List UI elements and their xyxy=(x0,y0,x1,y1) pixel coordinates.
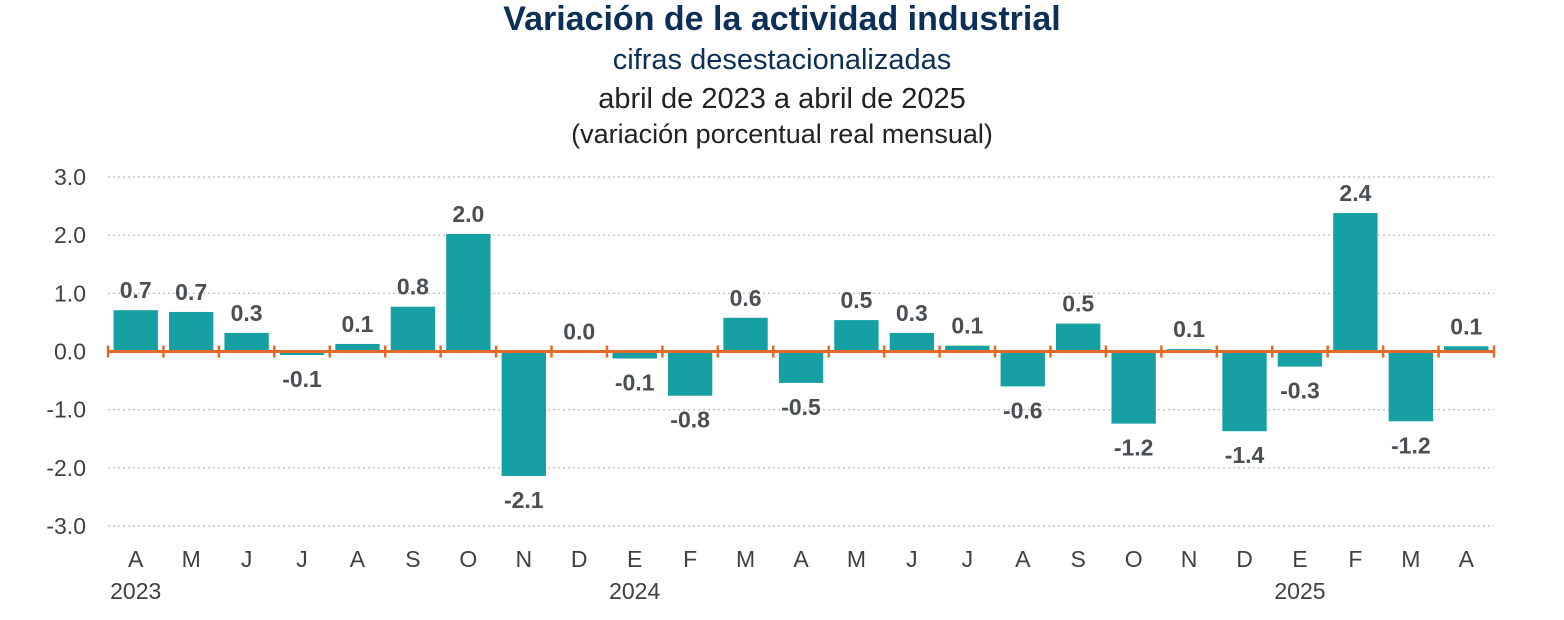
bar xyxy=(667,351,713,396)
bar xyxy=(1277,351,1323,367)
x-tick-label: J xyxy=(296,546,308,572)
x-tick-label: O xyxy=(459,546,477,572)
x-tick-label: A xyxy=(1459,546,1475,572)
bar xyxy=(279,351,325,355)
bar xyxy=(1222,351,1267,432)
x-tick-label: E xyxy=(627,546,642,572)
data-label: -0.8 xyxy=(670,407,710,433)
bar xyxy=(1333,213,1378,352)
bar xyxy=(501,351,546,476)
x-tick-label: D xyxy=(571,546,588,572)
data-label: 0.5 xyxy=(840,287,872,313)
y-tick-label: -2.0 xyxy=(46,455,86,481)
bar xyxy=(335,343,380,352)
data-label: 2.4 xyxy=(1339,180,1371,206)
data-label: -1.2 xyxy=(1391,432,1431,458)
data-label: -1.2 xyxy=(1114,435,1154,461)
x-tick-label: F xyxy=(683,546,697,572)
data-label: -0.1 xyxy=(282,366,322,392)
bar xyxy=(834,320,879,352)
data-label: 0.3 xyxy=(231,300,263,326)
y-tick-label: 1.0 xyxy=(54,280,86,306)
bar xyxy=(889,332,935,352)
x-tick-label: M xyxy=(847,546,866,572)
data-label: 0.3 xyxy=(896,300,928,326)
x-tick-label: M xyxy=(736,546,755,572)
data-label: 0.1 xyxy=(1173,316,1205,342)
chart-units: (variación porcentual real mensual) xyxy=(571,119,993,149)
year-labels: 2023 2024 2025 xyxy=(110,578,1325,604)
bar xyxy=(945,345,990,352)
x-tick-label: J xyxy=(962,546,974,572)
data-label: 0.8 xyxy=(397,274,429,300)
y-tick-label: -3.0 xyxy=(46,513,86,539)
x-tick-label: A xyxy=(793,546,809,572)
bar xyxy=(1444,346,1489,352)
x-tick-label: D xyxy=(1236,546,1253,572)
data-label: -1.4 xyxy=(1225,442,1265,468)
data-label: 0.7 xyxy=(120,277,152,303)
year-label: 2023 xyxy=(110,578,161,604)
y-axis-ticks: 3.0 2.0 1.0 0.0 -1.0 -2.0 -3.0 xyxy=(46,164,86,539)
bar xyxy=(390,306,436,352)
x-tick-label: O xyxy=(1125,546,1143,572)
bar xyxy=(446,234,491,352)
data-label: -2.1 xyxy=(504,487,544,513)
x-tick-label: S xyxy=(405,546,420,572)
data-label: 0.7 xyxy=(175,279,207,305)
x-tick-label: J xyxy=(241,546,253,572)
y-tick-label: 2.0 xyxy=(54,222,86,248)
bar xyxy=(113,310,158,352)
bar xyxy=(723,317,768,352)
data-label: -0.5 xyxy=(781,394,821,420)
x-tick-label: A xyxy=(1015,546,1031,572)
x-tick-label: A xyxy=(128,546,144,572)
year-label: 2024 xyxy=(609,578,660,604)
chart-subtitle: cifras desestacionalizadas xyxy=(612,44,952,76)
bar xyxy=(778,351,824,383)
chart-period: abril de 2023 a abril de 2025 xyxy=(598,83,966,115)
data-label: 0.1 xyxy=(1450,313,1482,339)
data-label: -0.1 xyxy=(615,369,655,395)
y-tick-label: -1.0 xyxy=(46,397,86,423)
y-tick-label: 3.0 xyxy=(54,164,86,190)
bar xyxy=(1056,323,1101,352)
zero-axis xyxy=(106,345,1496,358)
chart-title: Variación de la actividad industrial xyxy=(503,0,1061,38)
data-label: -0.3 xyxy=(1280,378,1320,404)
data-label: 2.0 xyxy=(452,201,484,227)
data-label: 0.5 xyxy=(1062,291,1094,317)
bar xyxy=(1111,351,1156,424)
year-label: 2025 xyxy=(1274,578,1325,604)
bar xyxy=(1000,351,1045,387)
x-tick-label: S xyxy=(1071,546,1086,572)
x-tick-label: M xyxy=(182,546,201,572)
data-label: 0.6 xyxy=(730,285,762,311)
y-tick-label: 0.0 xyxy=(54,339,86,365)
data-label: 0.1 xyxy=(951,313,983,339)
data-label: 0.1 xyxy=(341,311,373,337)
bar xyxy=(224,332,269,352)
x-tick-label: N xyxy=(515,546,532,572)
bar xyxy=(1388,351,1434,422)
bar xyxy=(612,351,657,359)
x-tick-label: M xyxy=(1401,546,1420,572)
bars xyxy=(113,213,1489,476)
x-tick-label: N xyxy=(1181,546,1198,572)
x-tick-label: E xyxy=(1292,546,1307,572)
x-tick-label: F xyxy=(1348,546,1362,572)
data-label: 0.0 xyxy=(563,319,595,345)
x-tick-label: A xyxy=(350,546,366,572)
data-labels: 0.7 0.7 0.3 -0.1 0.1 0.8 2.0 -2.1 0.0 -0.1 -0.8 0.6… xyxy=(120,180,1483,513)
bar xyxy=(168,311,214,352)
x-tick-label: J xyxy=(906,546,918,572)
data-label: -0.6 xyxy=(1003,397,1043,423)
